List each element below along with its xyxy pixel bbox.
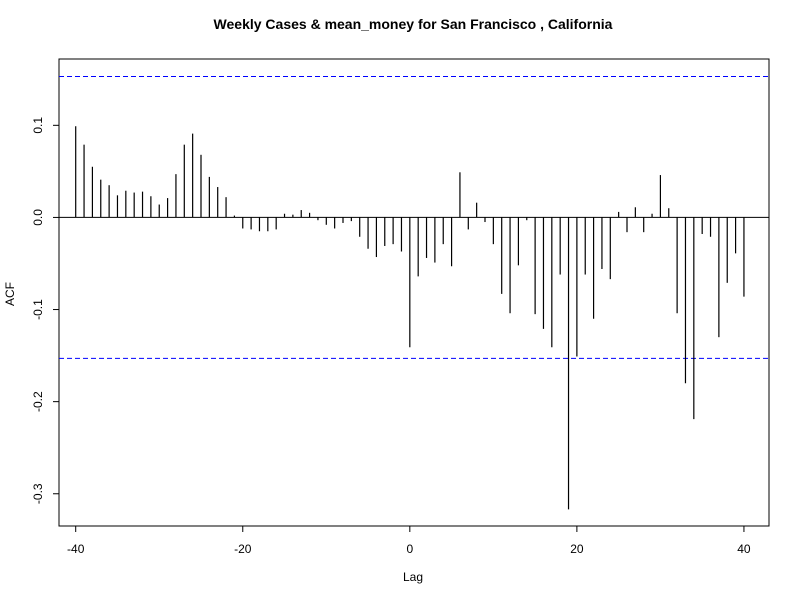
x-tick-label: 40 [737,542,751,556]
x-axis-label: Lag [402,570,424,584]
y-tick-label: 0.1 [31,117,45,134]
x-tick-label: 20 [570,542,584,556]
y-tick-label: -0.1 [31,299,45,320]
chart-title: Weekly Cases & mean_money for San Franci… [213,16,613,32]
y-axis-label: ACF [3,282,17,306]
y-tick-label: -0.2 [31,391,45,412]
y-tick-label: -0.3 [31,483,45,504]
x-tick-label: 0 [406,542,413,556]
x-tick-label: -20 [234,542,252,556]
x-tick-label: -40 [67,542,85,556]
plot-frame [58,58,770,527]
y-tick-label: 0.0 [31,209,45,226]
